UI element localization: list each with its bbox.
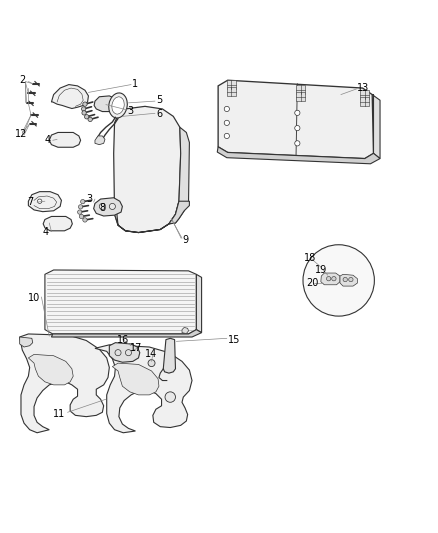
Polygon shape xyxy=(94,198,122,216)
Circle shape xyxy=(83,218,87,222)
Polygon shape xyxy=(360,97,369,106)
Circle shape xyxy=(224,107,230,111)
Text: 4: 4 xyxy=(45,135,51,146)
Text: 13: 13 xyxy=(357,83,370,93)
Circle shape xyxy=(125,350,131,356)
Circle shape xyxy=(295,141,300,146)
Polygon shape xyxy=(163,338,176,373)
Polygon shape xyxy=(20,334,110,433)
Circle shape xyxy=(88,117,92,122)
Text: 3: 3 xyxy=(127,106,134,116)
Circle shape xyxy=(83,102,87,107)
Polygon shape xyxy=(113,363,159,395)
Polygon shape xyxy=(28,192,61,212)
Text: 14: 14 xyxy=(145,350,157,359)
Text: 6: 6 xyxy=(156,109,162,119)
Polygon shape xyxy=(217,147,380,164)
Text: 17: 17 xyxy=(130,343,142,353)
Circle shape xyxy=(326,277,331,281)
Polygon shape xyxy=(94,96,118,111)
Text: 18: 18 xyxy=(304,253,316,263)
Polygon shape xyxy=(196,274,201,333)
Polygon shape xyxy=(51,329,201,337)
Text: 4: 4 xyxy=(43,227,49,237)
Circle shape xyxy=(303,245,374,316)
Circle shape xyxy=(110,204,116,209)
Polygon shape xyxy=(110,343,140,362)
Text: 7: 7 xyxy=(28,197,34,207)
Text: 9: 9 xyxy=(182,235,188,245)
Polygon shape xyxy=(51,85,88,109)
Polygon shape xyxy=(20,337,33,347)
Polygon shape xyxy=(360,90,369,99)
Polygon shape xyxy=(114,107,181,232)
Circle shape xyxy=(81,107,86,111)
Polygon shape xyxy=(227,87,236,96)
Polygon shape xyxy=(372,94,380,158)
Polygon shape xyxy=(95,136,105,144)
Circle shape xyxy=(99,204,106,209)
Polygon shape xyxy=(297,85,305,94)
Circle shape xyxy=(332,277,336,281)
Circle shape xyxy=(295,125,300,131)
Text: 16: 16 xyxy=(117,335,129,345)
Polygon shape xyxy=(218,80,374,158)
Circle shape xyxy=(81,199,85,204)
Polygon shape xyxy=(182,327,188,334)
Circle shape xyxy=(224,133,230,139)
Polygon shape xyxy=(43,216,72,231)
Text: 11: 11 xyxy=(53,409,65,419)
Polygon shape xyxy=(340,274,357,286)
Polygon shape xyxy=(169,127,189,224)
Polygon shape xyxy=(297,92,305,101)
Circle shape xyxy=(82,111,86,115)
Polygon shape xyxy=(95,345,192,433)
Polygon shape xyxy=(321,273,340,285)
Text: 10: 10 xyxy=(28,293,40,303)
Circle shape xyxy=(79,214,84,219)
Circle shape xyxy=(295,110,300,116)
Circle shape xyxy=(78,205,83,209)
Circle shape xyxy=(349,277,353,282)
Text: 20: 20 xyxy=(306,278,318,288)
Circle shape xyxy=(165,392,176,402)
Polygon shape xyxy=(28,354,73,385)
Text: 5: 5 xyxy=(156,95,162,105)
Circle shape xyxy=(78,210,82,214)
Text: 3: 3 xyxy=(86,194,92,204)
Polygon shape xyxy=(114,201,189,232)
Text: 1: 1 xyxy=(132,79,138,88)
Text: 19: 19 xyxy=(315,264,327,274)
Ellipse shape xyxy=(112,97,124,114)
Text: 12: 12 xyxy=(15,129,28,139)
Polygon shape xyxy=(49,133,81,147)
Polygon shape xyxy=(227,80,236,89)
Circle shape xyxy=(343,277,347,282)
Circle shape xyxy=(38,199,42,204)
Ellipse shape xyxy=(109,93,127,118)
Circle shape xyxy=(148,360,155,367)
Circle shape xyxy=(85,115,89,119)
Text: 2: 2 xyxy=(19,75,25,85)
Text: 15: 15 xyxy=(228,335,240,345)
Circle shape xyxy=(224,120,230,125)
Polygon shape xyxy=(45,270,196,334)
Circle shape xyxy=(115,350,121,356)
Text: 8: 8 xyxy=(99,203,106,213)
